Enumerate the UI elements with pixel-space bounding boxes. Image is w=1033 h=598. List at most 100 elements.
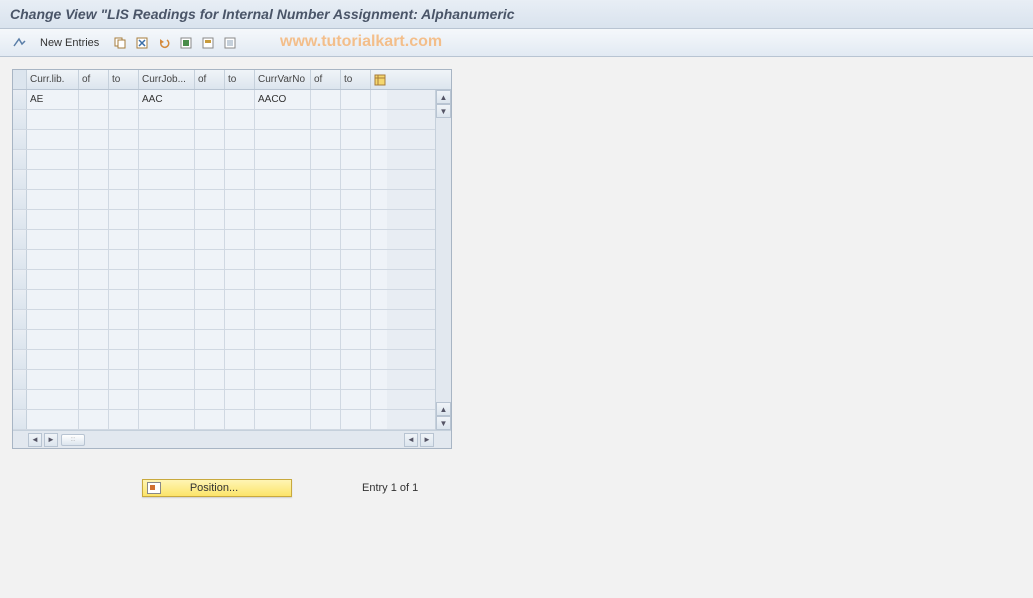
table-cell[interactable] xyxy=(255,330,311,349)
table-cell[interactable] xyxy=(109,250,139,269)
table-cell[interactable] xyxy=(79,150,109,169)
table-cell[interactable] xyxy=(341,150,371,169)
row-selector[interactable] xyxy=(13,370,27,389)
table-cell[interactable] xyxy=(27,270,79,289)
table-cell[interactable] xyxy=(79,230,109,249)
table-cell[interactable] xyxy=(139,150,195,169)
table-cell[interactable] xyxy=(139,230,195,249)
row-selector[interactable] xyxy=(13,250,27,269)
table-cell[interactable] xyxy=(109,110,139,129)
table-cell[interactable] xyxy=(195,270,225,289)
column-header[interactable]: of xyxy=(79,70,109,89)
table-cell[interactable] xyxy=(109,210,139,229)
table-cell[interactable] xyxy=(109,350,139,369)
row-selector-header[interactable] xyxy=(13,70,27,89)
table-cell[interactable] xyxy=(79,250,109,269)
column-header[interactable]: of xyxy=(311,70,341,89)
table-cell[interactable] xyxy=(225,210,255,229)
table-cell[interactable] xyxy=(79,390,109,409)
table-cell[interactable] xyxy=(79,270,109,289)
table-cell[interactable] xyxy=(79,90,109,109)
table-cell[interactable] xyxy=(311,370,341,389)
table-cell[interactable] xyxy=(341,330,371,349)
table-cell[interactable] xyxy=(341,170,371,189)
table-cell[interactable] xyxy=(195,150,225,169)
table-cell[interactable] xyxy=(225,370,255,389)
table-cell[interactable] xyxy=(27,290,79,309)
scroll-down2-icon[interactable]: ▼ xyxy=(436,416,451,430)
table-cell[interactable] xyxy=(255,370,311,389)
table-cell[interactable] xyxy=(255,170,311,189)
table-cell[interactable] xyxy=(311,210,341,229)
table-cell[interactable] xyxy=(311,190,341,209)
table-cell[interactable] xyxy=(225,230,255,249)
table-cell[interactable] xyxy=(225,250,255,269)
table-cell[interactable] xyxy=(79,130,109,149)
table-cell[interactable] xyxy=(139,250,195,269)
table-cell[interactable] xyxy=(109,330,139,349)
scroll-thumb[interactable]: ::: xyxy=(61,434,85,446)
table-cell[interactable] xyxy=(79,310,109,329)
table-cell[interactable] xyxy=(27,310,79,329)
new-entries-button[interactable]: New Entries xyxy=(32,35,107,51)
table-cell[interactable] xyxy=(311,310,341,329)
table-cell[interactable] xyxy=(139,410,195,429)
table-cell[interactable] xyxy=(139,350,195,369)
scroll-right2-icon[interactable]: ► xyxy=(420,433,434,447)
table-cell[interactable] xyxy=(195,410,225,429)
deselect-icon[interactable] xyxy=(221,34,239,52)
select-all-icon[interactable] xyxy=(177,34,195,52)
table-cell[interactable] xyxy=(139,130,195,149)
row-selector[interactable] xyxy=(13,310,27,329)
column-header[interactable]: Curr.lib. xyxy=(27,70,79,89)
scroll-left-icon[interactable]: ◄ xyxy=(28,433,42,447)
table-cell[interactable] xyxy=(341,230,371,249)
table-cell[interactable] xyxy=(311,270,341,289)
column-header[interactable]: to xyxy=(225,70,255,89)
table-cell[interactable] xyxy=(255,310,311,329)
table-cell[interactable]: AACO xyxy=(255,90,311,109)
table-cell[interactable] xyxy=(225,270,255,289)
table-cell[interactable] xyxy=(225,130,255,149)
column-header[interactable]: to xyxy=(109,70,139,89)
table-cell[interactable] xyxy=(255,230,311,249)
table-cell[interactable] xyxy=(195,330,225,349)
table-cell[interactable] xyxy=(255,270,311,289)
table-cell[interactable] xyxy=(79,110,109,129)
table-cell[interactable] xyxy=(79,170,109,189)
scroll-left2-icon[interactable]: ◄ xyxy=(404,433,418,447)
row-selector[interactable] xyxy=(13,230,27,249)
table-cell[interactable] xyxy=(311,290,341,309)
table-cell[interactable] xyxy=(341,250,371,269)
table-cell[interactable] xyxy=(27,110,79,129)
table-cell[interactable] xyxy=(27,190,79,209)
table-cell[interactable] xyxy=(255,210,311,229)
table-cell[interactable] xyxy=(27,150,79,169)
table-cell[interactable] xyxy=(79,190,109,209)
scroll-track[interactable] xyxy=(436,118,451,402)
table-cell[interactable] xyxy=(195,230,225,249)
table-cell[interactable] xyxy=(225,290,255,309)
row-selector[interactable] xyxy=(13,130,27,149)
row-selector[interactable] xyxy=(13,350,27,369)
horizontal-scrollbar[interactable]: ◄ ► ::: ◄ ► xyxy=(13,430,451,448)
table-cell[interactable] xyxy=(79,370,109,389)
row-selector[interactable] xyxy=(13,210,27,229)
table-cell[interactable] xyxy=(341,310,371,329)
table-cell[interactable] xyxy=(139,390,195,409)
table-cell[interactable] xyxy=(139,310,195,329)
table-cell[interactable] xyxy=(311,250,341,269)
vertical-scrollbar[interactable]: ▲ ▼ ▲ ▼ xyxy=(435,90,451,430)
table-cell[interactable] xyxy=(139,370,195,389)
table-cell[interactable] xyxy=(109,130,139,149)
table-settings-icon[interactable] xyxy=(371,70,389,89)
copy-icon[interactable] xyxy=(111,34,129,52)
table-cell[interactable] xyxy=(79,330,109,349)
table-cell[interactable] xyxy=(27,370,79,389)
table-cell[interactable] xyxy=(225,330,255,349)
row-selector[interactable] xyxy=(13,390,27,409)
table-cell[interactable] xyxy=(341,350,371,369)
position-button[interactable]: Position... xyxy=(142,479,292,497)
table-cell[interactable] xyxy=(139,270,195,289)
table-cell[interactable] xyxy=(341,290,371,309)
